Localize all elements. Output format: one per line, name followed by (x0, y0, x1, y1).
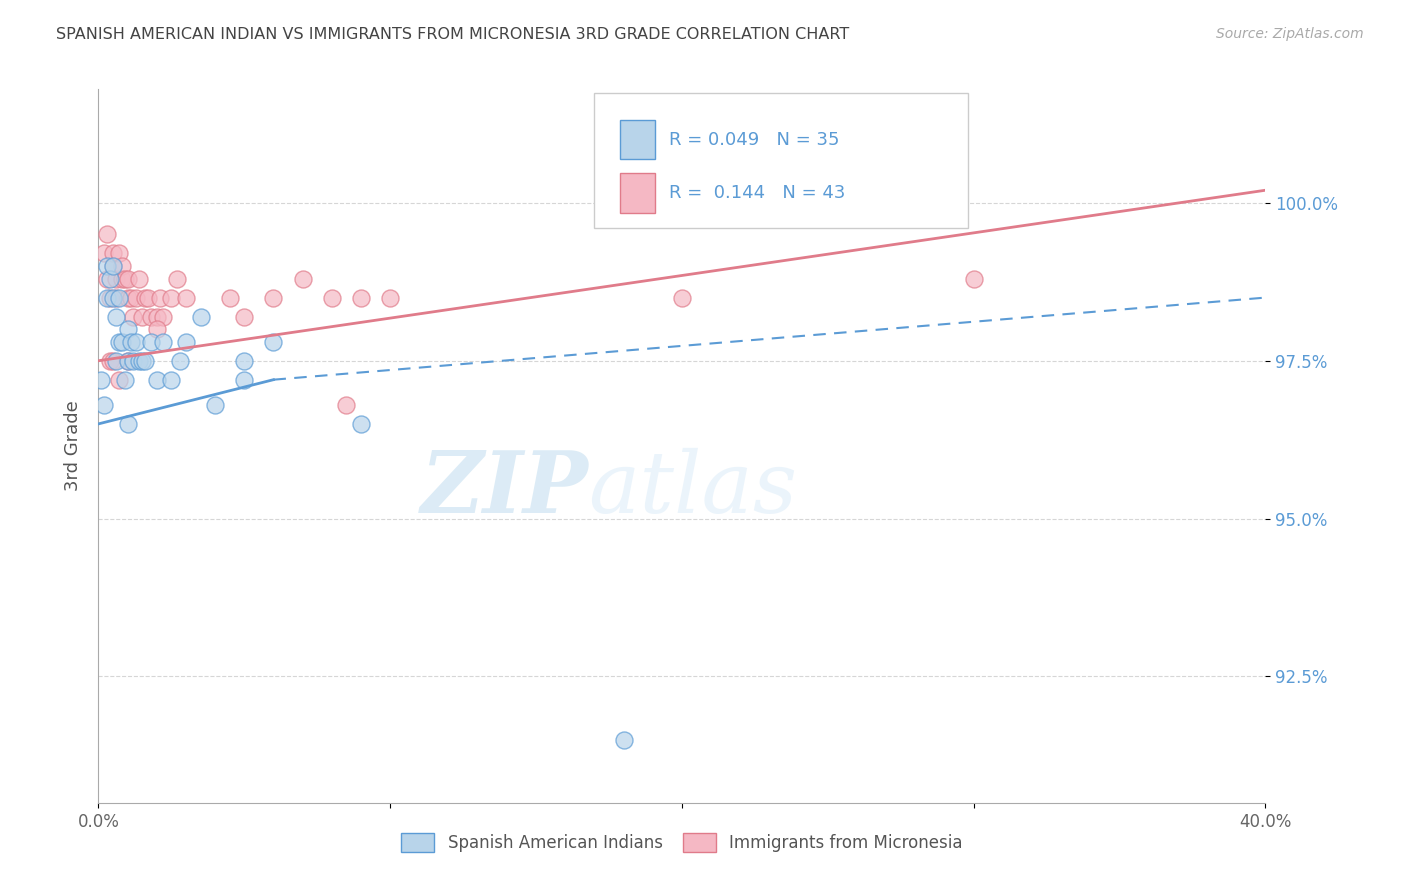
Point (146, 322, 169, 336)
Text: SPANISH AMERICAN INDIAN VS IMMIGRANTS FROM MICRONESIA 3RD GRADE CORRELATION CHAR: SPANISH AMERICAN INDIAN VS IMMIGRANTS FR… (56, 27, 849, 42)
Point (117, 271, 139, 285)
Point (131, 310, 153, 324)
Point (114, 373, 136, 387)
Point (93, 398, 115, 412)
Point (613, 732, 636, 747)
Text: atlas: atlas (589, 448, 797, 530)
Point (96, 227, 118, 242)
Point (263, 291, 285, 305)
Point (96, 291, 118, 305)
Point (291, 271, 314, 285)
Point (149, 291, 172, 305)
Point (122, 353, 145, 368)
Point (108, 291, 131, 305)
Point (174, 334, 197, 349)
Point (117, 322, 139, 336)
Point (104, 271, 127, 285)
Point (101, 353, 124, 368)
Point (146, 373, 169, 387)
Point (218, 291, 240, 305)
Point (108, 373, 131, 387)
Point (125, 334, 148, 349)
Point (160, 291, 183, 305)
Point (152, 310, 174, 324)
Text: Source: ZipAtlas.com: Source: ZipAtlas.com (1216, 27, 1364, 41)
FancyBboxPatch shape (620, 173, 655, 212)
Point (108, 334, 131, 349)
Point (128, 271, 150, 285)
Point (350, 291, 373, 305)
Point (233, 373, 256, 387)
Point (146, 310, 169, 324)
Point (134, 353, 156, 368)
Point (111, 271, 134, 285)
Point (136, 291, 159, 305)
Point (111, 334, 134, 349)
Point (128, 353, 150, 368)
Point (90, 373, 112, 387)
Point (131, 353, 153, 368)
Y-axis label: 3rd Grade: 3rd Grade (63, 401, 82, 491)
Point (152, 334, 174, 349)
Point (263, 334, 285, 349)
Point (101, 246, 124, 260)
Point (134, 291, 156, 305)
Point (117, 353, 139, 368)
Point (671, 291, 693, 305)
Point (122, 310, 145, 324)
Point (108, 246, 131, 260)
Point (98, 271, 121, 285)
Point (101, 291, 124, 305)
Point (169, 353, 191, 368)
Point (120, 291, 142, 305)
Point (139, 334, 162, 349)
Point (101, 259, 124, 273)
Point (96, 271, 118, 285)
Point (117, 353, 139, 368)
Point (93, 246, 115, 260)
Point (335, 398, 357, 412)
Point (104, 353, 127, 368)
Point (125, 291, 148, 305)
Point (166, 271, 188, 285)
Text: R = 0.049   N = 35: R = 0.049 N = 35 (669, 130, 839, 148)
Point (350, 417, 373, 431)
Point (204, 398, 226, 412)
Legend: Spanish American Indians, Immigrants from Micronesia: Spanish American Indians, Immigrants fro… (394, 826, 970, 859)
FancyBboxPatch shape (595, 93, 967, 228)
Point (233, 353, 256, 368)
Point (174, 291, 197, 305)
Point (962, 271, 984, 285)
Point (104, 310, 127, 324)
Point (321, 291, 343, 305)
FancyBboxPatch shape (620, 120, 655, 159)
Point (160, 373, 183, 387)
Point (101, 259, 124, 273)
Point (104, 291, 127, 305)
Point (117, 417, 139, 431)
Text: R =  0.144   N = 43: R = 0.144 N = 43 (669, 184, 845, 202)
Text: ZIP: ZIP (420, 447, 589, 531)
Point (120, 334, 142, 349)
Point (98, 291, 121, 305)
Point (114, 271, 136, 285)
Point (380, 291, 402, 305)
Point (117, 291, 139, 305)
Point (233, 310, 256, 324)
Point (190, 310, 212, 324)
Point (111, 259, 134, 273)
Point (98, 353, 121, 368)
Point (96, 259, 118, 273)
Point (139, 310, 162, 324)
